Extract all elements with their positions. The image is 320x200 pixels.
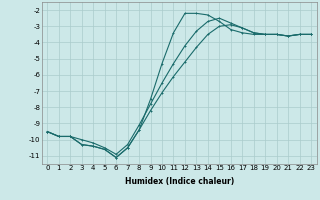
X-axis label: Humidex (Indice chaleur): Humidex (Indice chaleur) — [124, 177, 234, 186]
